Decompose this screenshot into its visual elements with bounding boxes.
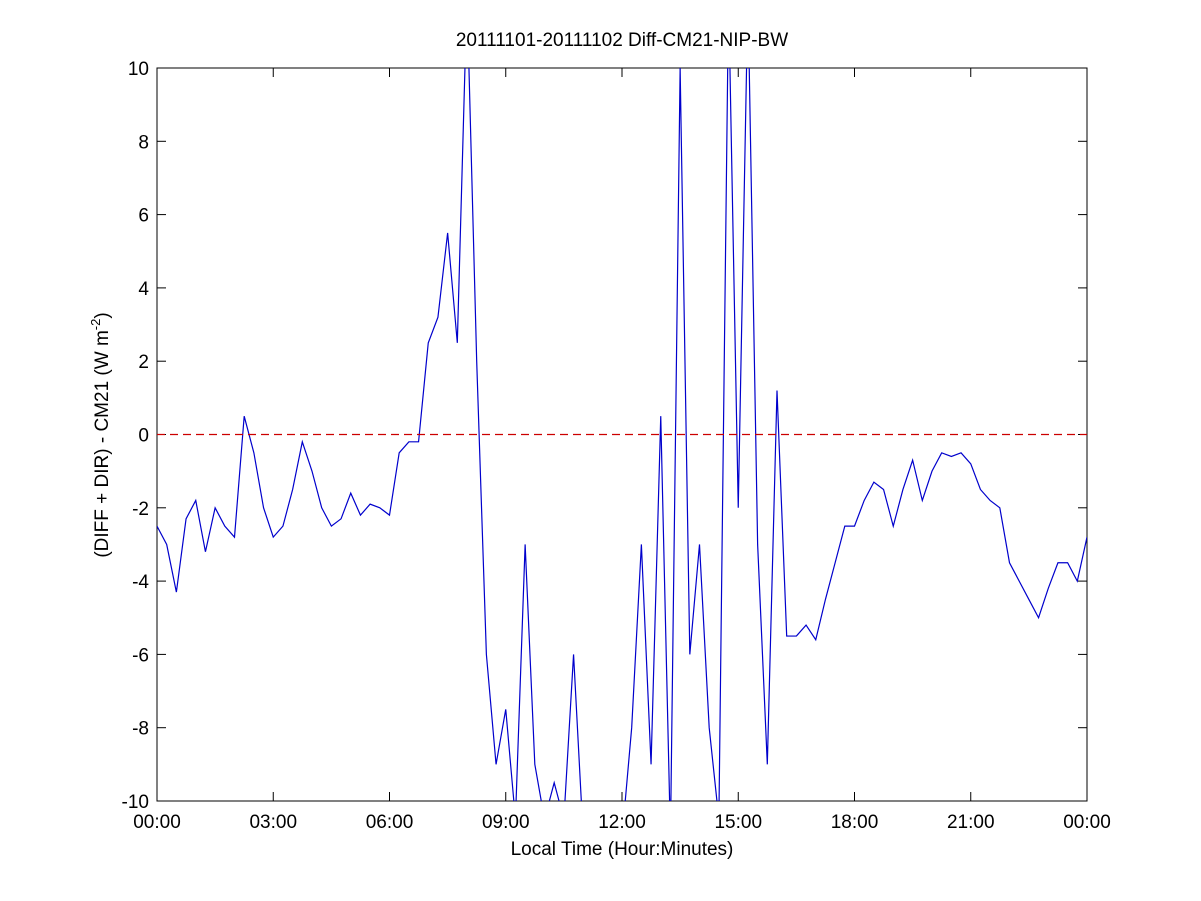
chart-title: 20111101-20111102 Diff-CM21-NIP-BW	[456, 30, 788, 51]
y-axis-label-superscript: -2	[88, 319, 103, 331]
y-tick-label: 4	[138, 279, 149, 300]
x-tick-label: 03:00	[249, 812, 297, 833]
y-tick-label: 10	[128, 59, 149, 80]
y-axis-label-text: (DIFF + DIR) - CM21 (W m	[92, 330, 113, 557]
x-tick-label: 00:00	[133, 812, 181, 833]
x-tick-label: 15:00	[714, 812, 762, 833]
y-axis-label: (DIFF + DIR) - CM21 (W m-2)	[88, 312, 113, 557]
y-tick-label: -8	[132, 719, 149, 740]
data-line	[157, 68, 1087, 801]
y-axis-label-suffix: )	[92, 312, 113, 318]
y-tick-label: -2	[132, 499, 149, 520]
y-tick-label: -6	[132, 645, 149, 666]
x-tick-label: 06:00	[366, 812, 414, 833]
y-tick-label: -10	[122, 792, 149, 813]
x-axis-label: Local Time (Hour:Minutes)	[511, 839, 734, 860]
y-tick-label: -4	[132, 572, 149, 593]
x-tick-label: 00:00	[1063, 812, 1111, 833]
y-tick-label: 6	[138, 206, 149, 227]
x-tick-label: 21:00	[947, 812, 995, 833]
x-tick-label: 09:00	[482, 812, 530, 833]
plot-area	[157, 68, 1087, 801]
y-tick-label: 2	[138, 352, 149, 373]
x-tick-label: 12:00	[598, 812, 646, 833]
x-tick-label: 18:00	[831, 812, 879, 833]
y-tick-label: 8	[138, 132, 149, 153]
y-tick-label: 0	[138, 426, 149, 447]
